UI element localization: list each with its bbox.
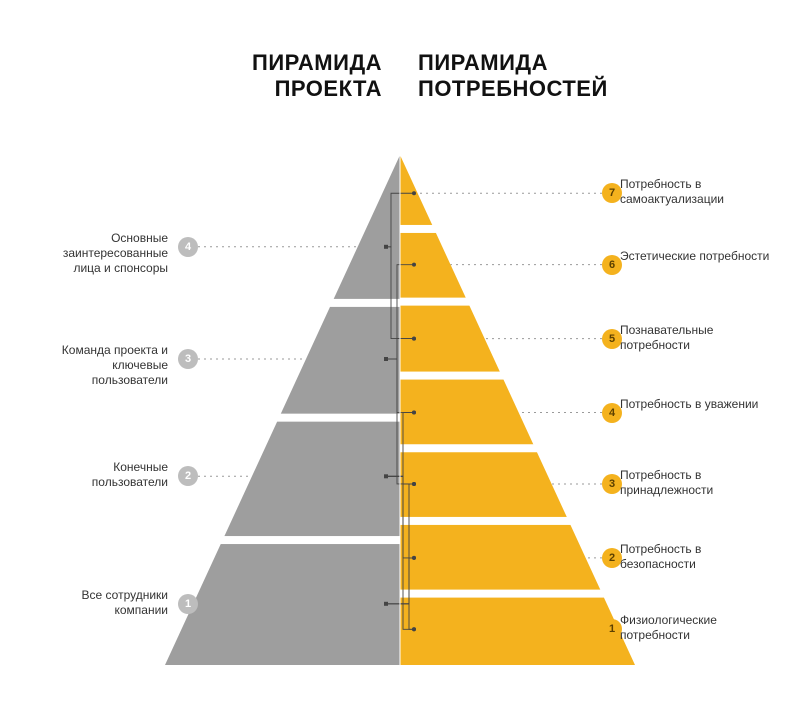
right-badge-6: 6 bbox=[602, 255, 622, 275]
right-label-6: Эстетические потребности bbox=[620, 249, 770, 264]
right-label-2: Потребность в безопасности bbox=[620, 542, 770, 572]
title-left-line1: ПИРАМИДА bbox=[0, 50, 382, 76]
right-label-1: Физиологические потребности bbox=[620, 613, 770, 643]
title-left: ПИРАМИДА ПРОЕКТА bbox=[0, 50, 400, 102]
title-left-line2: ПРОЕКТА bbox=[0, 76, 382, 102]
right-label-7: Потребность в самоактуализации bbox=[620, 177, 770, 207]
right-label-5: Познавательные потребности bbox=[620, 323, 770, 353]
right-badge-3: 3 bbox=[602, 474, 622, 494]
right-badge-5: 5 bbox=[602, 329, 622, 349]
left-badge-1: 1 bbox=[178, 594, 198, 614]
title-right: ПИРАМИДА ПОТРЕБНОСТЕЙ bbox=[400, 50, 800, 102]
left-label-2: Конечные пользователи bbox=[48, 460, 168, 490]
right-label-3: Потребность в принадлежности bbox=[620, 468, 770, 498]
title-right-line1: ПИРАМИДА bbox=[418, 50, 800, 76]
left-label-3: Команда проекта и ключевые пользователи bbox=[48, 343, 168, 388]
left-badge-3: 3 bbox=[178, 349, 198, 369]
title-right-line2: ПОТРЕБНОСТЕЙ bbox=[418, 76, 800, 102]
diagram-stage: ПИРАМИДА ПРОЕКТА ПИРАМИДА ПОТРЕБНОСТЕЙ 4… bbox=[0, 0, 800, 715]
left-badge-4: 4 bbox=[178, 237, 198, 257]
right-badge-2: 2 bbox=[602, 548, 622, 568]
left-label-4: Основные заинтересованные лица и спонсор… bbox=[48, 231, 168, 276]
left-label-1: Все сотрудники компании bbox=[48, 588, 168, 618]
right-badge-4: 4 bbox=[602, 403, 622, 423]
right-label-4: Потребность в уважении bbox=[620, 397, 770, 412]
